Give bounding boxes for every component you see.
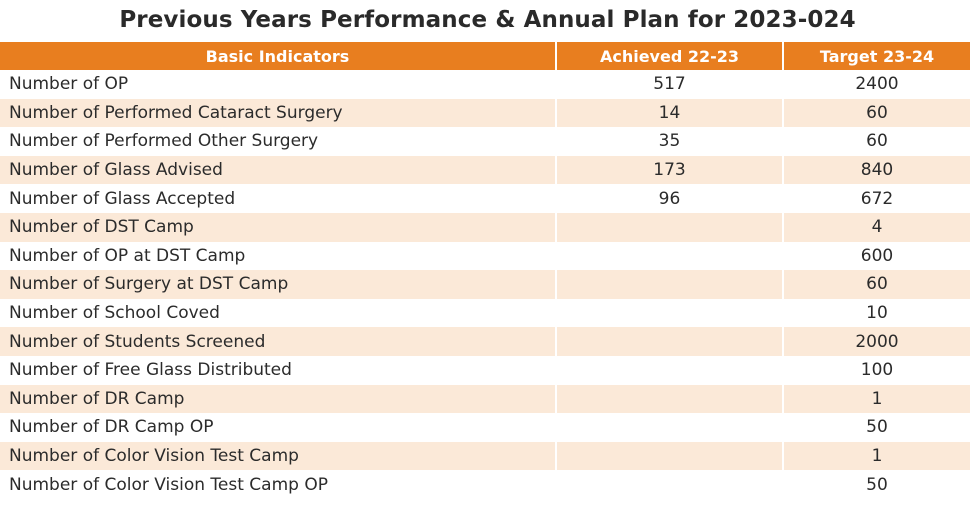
target-cell: 600 (783, 241, 970, 271)
table-row: Number of Color Vision Test Camp OP 50 (0, 470, 970, 499)
achieved-cell: 96 (556, 184, 784, 213)
indicator-cell: Number of DR Camp OP (0, 413, 557, 442)
indicator-cell: Number of Surgery at DST Camp (0, 270, 557, 299)
target-cell: 50 (783, 470, 970, 499)
performance-table: Basic Indicators Achieved 22-23 Target 2… (0, 42, 970, 499)
table-body: Number of OP 517 2400 Number of Performe… (0, 70, 970, 499)
achieved-cell (556, 470, 784, 499)
header-achieved: Achieved 22-23 (556, 42, 784, 70)
target-cell: 50 (783, 413, 970, 442)
achieved-cell (556, 355, 784, 385)
indicator-cell: Number of DST Camp (0, 212, 557, 242)
table-row: Number of Students Screened 2000 (0, 327, 970, 356)
indicator-cell: Number of School Coved (0, 298, 557, 328)
achieved-cell: 14 (556, 98, 784, 128)
indicator-cell: Number of Color Vision Test Camp (0, 441, 557, 471)
table-row: Number of OP 517 2400 (0, 70, 970, 99)
achieved-cell (556, 327, 784, 356)
table-row: Number of Free Glass Distributed 100 (0, 355, 970, 385)
indicator-cell: Number of OP at DST Camp (0, 241, 557, 271)
table-header: Basic Indicators Achieved 22-23 Target 2… (0, 42, 970, 70)
target-cell: 60 (783, 127, 970, 156)
achieved-cell (556, 241, 784, 271)
target-cell: 672 (783, 184, 970, 213)
indicator-cell: Number of Color Vision Test Camp OP (0, 470, 557, 499)
indicator-cell: Number of Performed Other Surgery (0, 127, 557, 156)
indicator-cell: Number of Glass Accepted (0, 184, 557, 213)
target-cell: 2000 (783, 327, 970, 356)
achieved-cell (556, 212, 784, 242)
target-cell: 4 (783, 212, 970, 242)
table-row: Number of DST Camp 4 (0, 212, 970, 242)
achieved-cell: 35 (556, 127, 784, 156)
table-row: Number of DR Camp 1 (0, 384, 970, 414)
achieved-cell (556, 270, 784, 299)
table-row: Number of School Coved 10 (0, 298, 970, 328)
achieved-cell (556, 441, 784, 471)
target-cell: 100 (783, 355, 970, 385)
target-cell: 840 (783, 155, 970, 185)
target-cell: 1 (783, 384, 970, 414)
target-cell: 60 (783, 98, 970, 128)
page-title: Previous Years Performance & Annual Plan… (119, 7, 856, 33)
achieved-cell (556, 384, 784, 414)
target-cell: 2400 (783, 70, 970, 99)
table-row: Number of Surgery at DST Camp 60 (0, 270, 970, 299)
table-row: Number of OP at DST Camp 600 (0, 241, 970, 271)
table-row: Number of Glass Accepted 96 672 (0, 184, 970, 213)
indicator-cell: Number of Performed Cataract Surgery (0, 98, 557, 128)
header-row: Basic Indicators Achieved 22-23 Target 2… (0, 42, 970, 70)
achieved-cell (556, 298, 784, 328)
table-row: Number of Performed Other Surgery 35 60 (0, 127, 970, 156)
header-target: Target 23-24 (783, 42, 970, 70)
achieved-cell: 517 (556, 70, 784, 99)
indicator-cell: Number of DR Camp (0, 384, 557, 414)
achieved-cell (556, 413, 784, 442)
table-row: Number of Performed Cataract Surgery 14 … (0, 98, 970, 128)
indicator-cell: Number of Glass Advised (0, 155, 557, 185)
indicator-cell: Number of Students Screened (0, 327, 557, 356)
table-row: Number of DR Camp OP 50 (0, 413, 970, 442)
target-cell: 60 (783, 270, 970, 299)
table-row: Number of Glass Advised 173 840 (0, 155, 970, 185)
header-basic-indicators: Basic Indicators (0, 42, 557, 70)
indicator-cell: Number of Free Glass Distributed (0, 355, 557, 385)
target-cell: 10 (783, 298, 970, 328)
target-cell: 1 (783, 441, 970, 471)
table-row: Number of Color Vision Test Camp 1 (0, 441, 970, 471)
achieved-cell: 173 (556, 155, 784, 185)
indicator-cell: Number of OP (0, 70, 557, 99)
